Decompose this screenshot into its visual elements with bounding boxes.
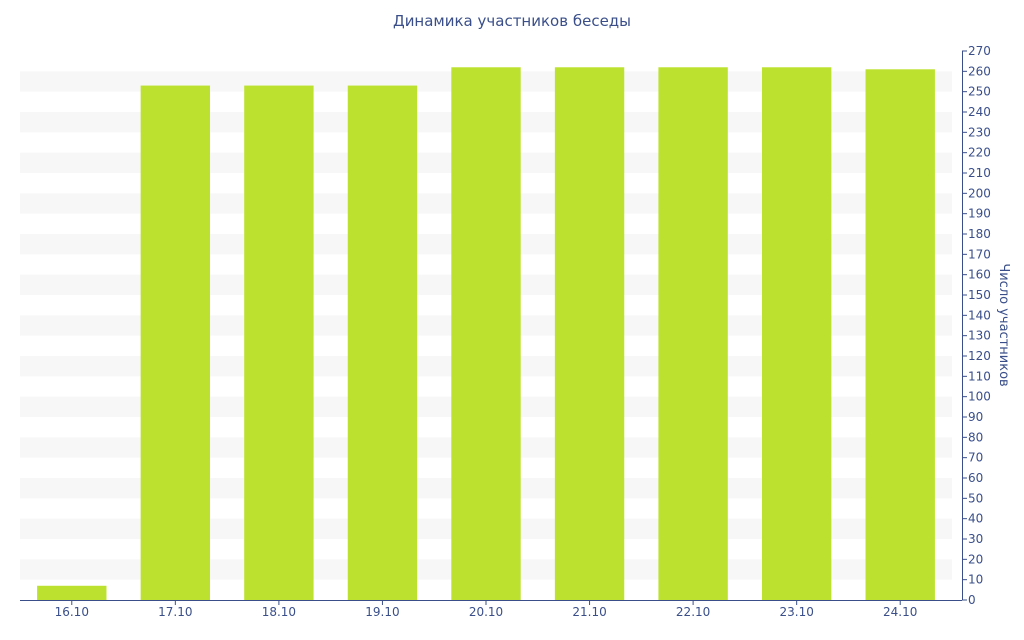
y-tick-label: 80 (968, 430, 983, 444)
y-tick-label: 100 (968, 390, 991, 404)
y-tick-label: 70 (968, 451, 983, 465)
y-tick-label: 120 (968, 349, 991, 363)
y-tick-label: 50 (968, 491, 983, 505)
bar-16.10[interactable] (37, 585, 107, 600)
chart-title: Динамика участников беседы (392, 12, 632, 30)
bar-24.10[interactable] (865, 69, 935, 601)
y-tick-label: 200 (968, 186, 991, 200)
bar-19.10[interactable] (347, 85, 418, 601)
bar-18.10[interactable] (244, 85, 314, 601)
bar-20.10[interactable] (451, 67, 521, 601)
bar-17.10[interactable] (140, 85, 211, 601)
x-tick-label: 16.10 (55, 605, 89, 619)
x-tick-label: 18.10 (262, 605, 296, 619)
y-tick-label: 240 (968, 105, 991, 119)
y-tick-label: 220 (968, 146, 991, 160)
x-tick-label: 20.10 (469, 605, 503, 619)
y-tick-label: 170 (968, 247, 991, 261)
bar-22.10[interactable] (658, 67, 728, 601)
y-tick-label: 130 (968, 329, 991, 343)
y-tick-label: 10 (968, 573, 983, 587)
x-tick-label: 22.10 (676, 605, 710, 619)
y-axis: 0 10 20 30 40 50 60 70 80 90 100 110 120 130 140 150 160… (962, 44, 991, 607)
y-tick-label: 150 (968, 288, 991, 302)
y-axis-label: Число участников (996, 263, 1011, 386)
y-tick-label: 0 (968, 593, 976, 607)
x-tick-label: 24.10 (883, 605, 917, 619)
x-tick-label: 17.10 (158, 605, 192, 619)
y-tick-label: 30 (968, 532, 983, 546)
y-tick-label: 160 (968, 268, 991, 282)
y-tick-label: 40 (968, 512, 983, 526)
bar-23.10[interactable] (761, 67, 832, 601)
y-tick-label: 90 (968, 410, 983, 424)
y-tick-label: 270 (968, 44, 991, 58)
y-tick-label: 260 (968, 64, 991, 78)
y-tick-label: 190 (968, 207, 991, 221)
x-tick-label: 21.10 (572, 605, 606, 619)
x-axis: 16.10 17.10 18.10 19.10 20.10 21.10 22.10 23.10… (20, 600, 962, 619)
y-tick-label: 110 (968, 369, 991, 383)
bars (37, 67, 935, 601)
bar-21.10[interactable] (554, 67, 625, 601)
x-tick-label: 23.10 (779, 605, 813, 619)
y-tick-label: 180 (968, 227, 991, 241)
y-tick-label: 140 (968, 308, 991, 322)
x-tick-label: 19.10 (365, 605, 399, 619)
y-tick-label: 60 (968, 471, 983, 485)
y-tick-label: 210 (968, 166, 991, 180)
y-tick-label: 250 (968, 85, 991, 99)
y-tick-label: 20 (968, 552, 983, 566)
y-tick-label: 230 (968, 125, 991, 139)
